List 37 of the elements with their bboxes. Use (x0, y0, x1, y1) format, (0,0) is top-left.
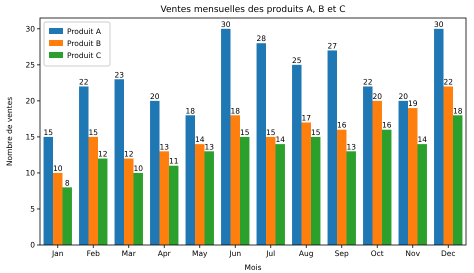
bar (302, 122, 311, 245)
bar (114, 79, 124, 245)
bar (372, 100, 382, 245)
bar (230, 115, 240, 245)
chart-title: Ventes mensuelles des produits A, B et C (160, 5, 346, 15)
bar (275, 144, 285, 245)
bar (266, 136, 276, 245)
bar (398, 100, 408, 245)
bar (195, 144, 204, 245)
bar (53, 172, 62, 245)
bar (44, 136, 54, 245)
bar (221, 28, 231, 245)
bar (328, 50, 338, 245)
bar (408, 108, 418, 245)
bar (204, 151, 214, 245)
bar (310, 136, 320, 245)
bar (124, 158, 134, 245)
bar (240, 136, 250, 245)
bar (186, 115, 196, 245)
bar (292, 64, 302, 245)
bar (79, 86, 89, 245)
bar (337, 130, 346, 245)
bar (88, 136, 98, 245)
bar (256, 43, 266, 245)
bar (62, 187, 72, 245)
bar (168, 166, 178, 245)
bar (417, 144, 427, 245)
bar (160, 151, 169, 245)
bar (346, 151, 356, 245)
bar (363, 86, 373, 245)
bar (434, 28, 444, 245)
bar (444, 86, 453, 245)
bar (133, 172, 143, 245)
bar (382, 130, 392, 245)
bar (98, 158, 108, 245)
bar (150, 100, 160, 245)
bar (452, 115, 462, 245)
